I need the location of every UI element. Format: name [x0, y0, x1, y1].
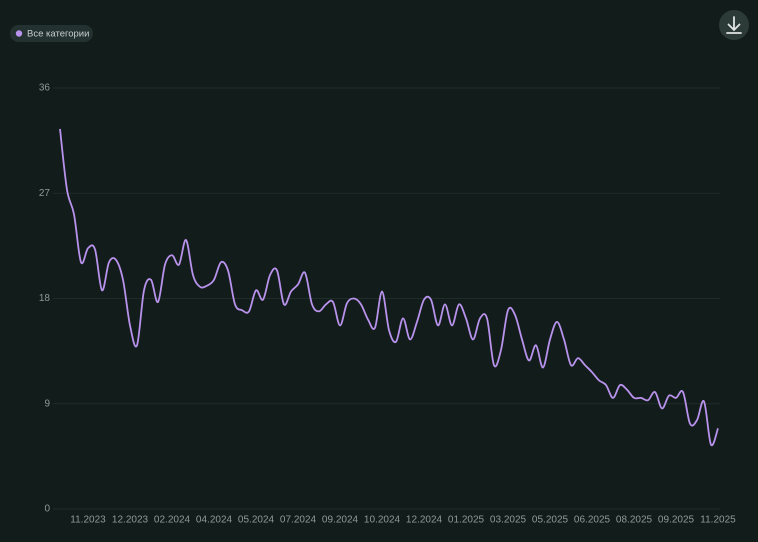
x-tick-label: 01.2025: [448, 515, 485, 526]
x-tick-label: 11.2025: [700, 515, 736, 526]
y-tick-label: 18: [39, 293, 51, 304]
x-tick-label: 09.2024: [322, 515, 359, 526]
y-tick-label: 0: [44, 504, 50, 515]
legend: Все категории: [10, 25, 93, 42]
x-tick-label: 04.2024: [196, 515, 233, 526]
x-tick-label: 05.2024: [238, 515, 275, 526]
download-button[interactable]: [719, 10, 749, 40]
x-tick-label: 02.2024: [154, 515, 191, 526]
x-tick-label: 12.2024: [406, 515, 443, 526]
x-tick-label: 07.2024: [280, 515, 317, 526]
x-tick-label: 05.2025: [532, 515, 569, 526]
legend-marker: [15, 30, 23, 37]
legend-pill[interactable]: [10, 25, 93, 42]
y-tick-label: 36: [39, 83, 51, 94]
x-tick-label: 11.2023: [70, 515, 106, 526]
download-icon: [726, 16, 742, 34]
y-tick-label: 9: [44, 398, 50, 409]
x-tick-label: 08.2025: [616, 515, 653, 526]
x-tick-label: 03.2025: [490, 515, 527, 526]
y-tick-label: 27: [39, 188, 51, 199]
data-line: [59, 128, 719, 447]
x-tick-label: 06.2025: [574, 515, 611, 526]
x-tick-label: 12.2023: [112, 515, 149, 526]
x-tick-label: 10.2024: [364, 515, 401, 526]
legend-label: Все категории: [27, 29, 89, 40]
x-tick-label: 09.2025: [658, 515, 695, 526]
